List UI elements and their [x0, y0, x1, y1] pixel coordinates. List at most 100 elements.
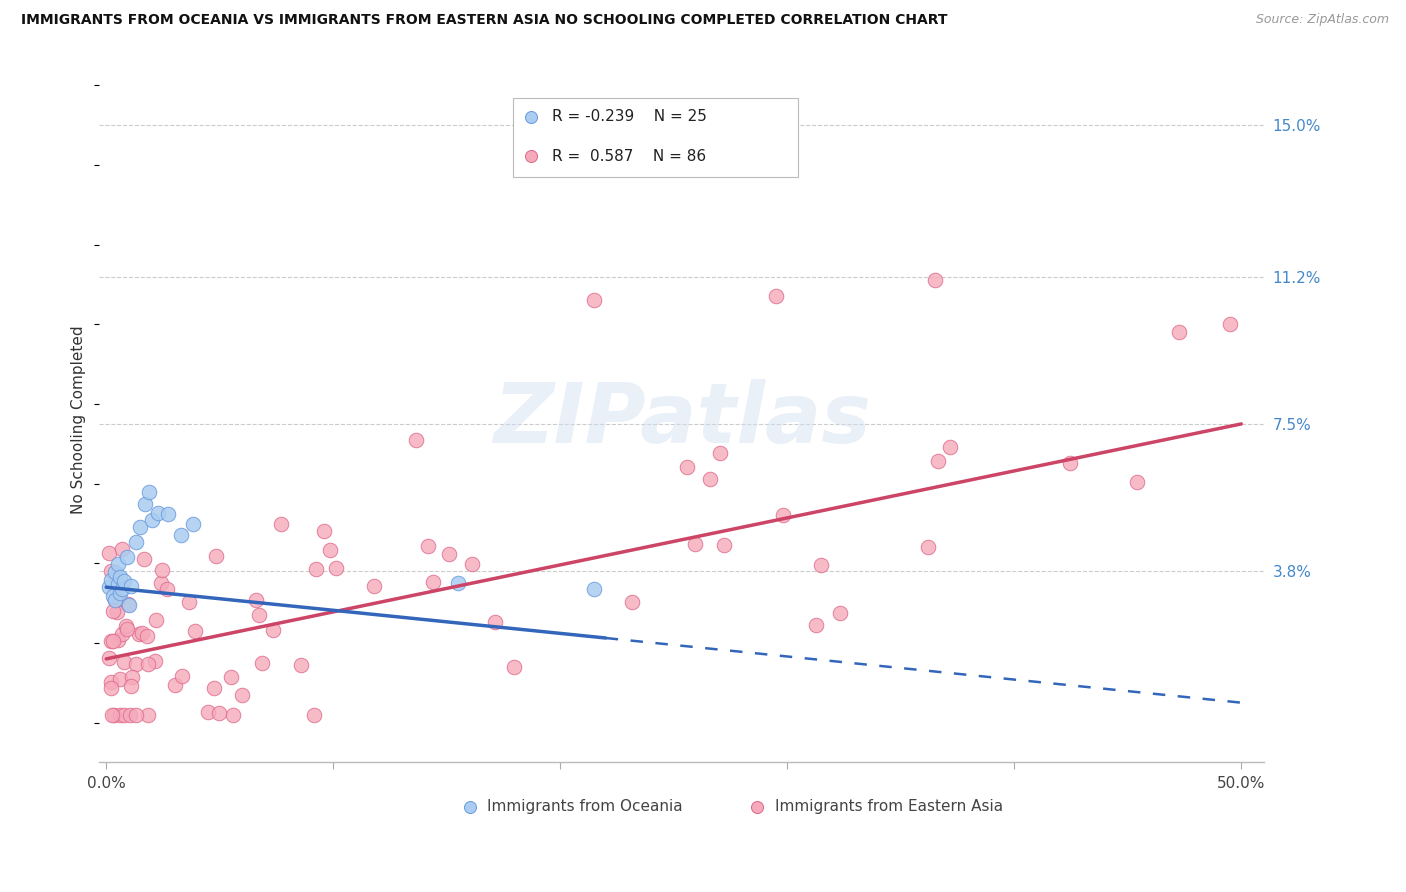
Point: [405, 433, 427, 447]
Point: [145, 613, 167, 627]
Point: [416, 539, 439, 553]
Point: [325, 561, 347, 575]
Point: [804, 618, 827, 632]
Point: [115, 622, 138, 636]
Point: [202, 681, 225, 695]
Point: [107, 577, 129, 591]
Point: [115, 550, 138, 565]
Point: [363, 579, 385, 593]
Point: [112, 574, 135, 588]
Point: [111, 627, 134, 641]
Point: [107, 592, 129, 607]
Point: [583, 293, 606, 308]
Point: [100, 675, 122, 690]
Point: [117, 597, 139, 611]
Point: [136, 657, 159, 671]
Point: [917, 540, 939, 554]
Point: [262, 623, 284, 637]
Point: [138, 485, 160, 500]
Point: [101, 604, 124, 618]
Point: [765, 289, 787, 303]
Point: [111, 542, 134, 557]
Point: [143, 654, 166, 668]
Point: [125, 707, 148, 722]
Point: [104, 593, 127, 607]
Point: [118, 707, 141, 722]
Point: [108, 672, 131, 686]
Point: [108, 585, 131, 599]
Point: [150, 575, 173, 590]
Point: [270, 516, 292, 531]
Point: [120, 579, 142, 593]
Point: [112, 655, 135, 669]
Point: [150, 563, 173, 577]
Point: [924, 273, 946, 287]
Point: [107, 632, 129, 647]
Point: [503, 660, 526, 674]
Point: [134, 496, 156, 510]
Point: [97, 581, 120, 595]
Point: [197, 705, 219, 719]
Point: [136, 629, 159, 643]
Point: [181, 517, 204, 532]
Point: [170, 528, 193, 542]
Point: [683, 537, 706, 551]
Point: [104, 593, 127, 607]
Point: [1059, 456, 1081, 470]
Point: [155, 582, 177, 596]
Point: [129, 520, 152, 534]
Point: [1219, 318, 1241, 332]
Point: [136, 707, 159, 722]
Point: [676, 459, 699, 474]
Point: [810, 558, 832, 572]
Point: [205, 549, 228, 563]
Point: [105, 605, 128, 619]
Point: [97, 546, 120, 560]
Point: [222, 707, 245, 722]
Point: [101, 589, 124, 603]
Point: [927, 454, 949, 468]
Point: [219, 670, 242, 684]
Point: [231, 688, 253, 702]
Point: [103, 634, 125, 648]
Point: [107, 558, 129, 572]
Point: [437, 548, 460, 562]
Y-axis label: No Schooling Completed: No Schooling Completed: [72, 326, 86, 515]
Text: Immigrants from Eastern Asia: Immigrants from Eastern Asia: [775, 799, 1002, 814]
Point: [447, 576, 470, 591]
Point: [699, 472, 721, 486]
Point: [245, 592, 267, 607]
Point: [148, 506, 170, 520]
Point: [100, 634, 122, 648]
Text: R = -0.239    N = 25: R = -0.239 N = 25: [553, 110, 707, 124]
Point: [112, 707, 135, 722]
Point: [131, 625, 153, 640]
Point: [1168, 326, 1191, 340]
Point: [100, 564, 122, 578]
Point: [115, 619, 138, 633]
Point: [121, 670, 143, 684]
Point: [314, 524, 336, 538]
Point: [101, 707, 124, 722]
Point: [108, 707, 131, 722]
Point: [141, 513, 163, 527]
Point: [128, 627, 150, 641]
Point: [125, 657, 148, 671]
Point: [100, 681, 122, 696]
Point: [170, 669, 193, 683]
Point: [422, 575, 444, 590]
Text: R =  0.587    N = 86: R = 0.587 N = 86: [553, 149, 707, 164]
Text: Source: ZipAtlas.com: Source: ZipAtlas.com: [1256, 13, 1389, 27]
Point: [111, 582, 134, 596]
Point: [583, 582, 606, 596]
Point: [305, 561, 328, 575]
Point: [118, 599, 141, 613]
Point: [100, 573, 122, 587]
Point: [179, 594, 201, 608]
Text: IMMIGRANTS FROM OCEANIA VS IMMIGRANTS FROM EASTERN ASIA NO SCHOOLING COMPLETED C: IMMIGRANTS FROM OCEANIA VS IMMIGRANTS FR…: [21, 13, 948, 28]
FancyBboxPatch shape: [513, 98, 799, 177]
Point: [103, 707, 125, 722]
Point: [125, 535, 148, 549]
Point: [250, 656, 273, 670]
Point: [247, 607, 270, 622]
